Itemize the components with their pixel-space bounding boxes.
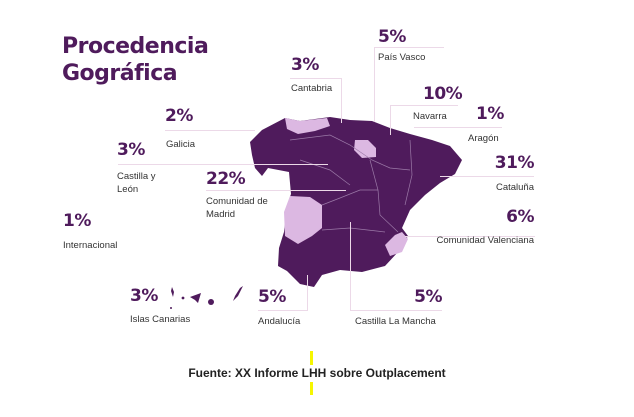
- leader-castilla-leon: [118, 164, 328, 165]
- label-valenciana: Comunidad Valenciana: [436, 235, 534, 246]
- leader-navarra-v: [390, 105, 391, 135]
- leader-pais-vasco: [374, 47, 444, 48]
- pct-canarias: 3%: [130, 286, 158, 306]
- title-line-2: Gográfica: [62, 61, 178, 86]
- label-navarra: Navarra: [413, 111, 447, 122]
- label-andalucia: Andalucía: [258, 316, 301, 327]
- label-pais-vasco: País Vasco: [378, 52, 426, 63]
- pct-pais-vasco: 5%: [378, 27, 406, 47]
- label-madrid: Comunidad de Madrid: [206, 196, 268, 220]
- pct-navarra: 10%: [423, 84, 463, 104]
- label-aragon: Aragón: [468, 133, 499, 144]
- source-caption: Fuente: XX Informe LHH sobre Outplacemen…: [188, 366, 446, 380]
- leader-navarra: [390, 105, 458, 106]
- pct-internacional: 1%: [63, 211, 91, 231]
- label-cataluna: Cataluña: [495, 182, 534, 193]
- label-canarias: Islas Canarias: [130, 314, 191, 325]
- region-borders: [289, 134, 413, 233]
- pct-castilla-leon: 3%: [117, 140, 145, 160]
- leader-cantabria-v: [341, 78, 342, 123]
- label-castilla-mancha: Castilla La Mancha: [355, 316, 436, 327]
- leader-valenciana: [405, 236, 535, 237]
- title: Procedencia Gográfica: [62, 33, 209, 87]
- region-la-rioja-highlight: [354, 140, 376, 158]
- label-galicia: Galicia: [166, 139, 196, 150]
- region-extremadura-highlight: [284, 196, 322, 244]
- pct-aragon: 1%: [476, 104, 504, 124]
- leader-cataluna: [440, 176, 534, 177]
- label-castilla-leon: Castilla y León: [117, 171, 156, 195]
- pct-cantabria: 3%: [291, 55, 319, 75]
- leader-galicia: [165, 130, 255, 131]
- leader-madrid: [206, 190, 346, 191]
- title-line-1: Procedencia: [62, 34, 209, 59]
- label-internacional: Internacional: [63, 240, 118, 251]
- mainland-spain: [250, 117, 462, 287]
- leader-andalucia-v: [307, 275, 308, 311]
- region-murcia-highlight: [385, 232, 408, 256]
- canary-islands: [170, 286, 243, 309]
- pct-galicia: 2%: [165, 106, 193, 126]
- leader-aragon: [414, 127, 502, 128]
- label-cantabria: Cantabria: [291, 83, 333, 94]
- pct-castilla-mancha: 5%: [414, 287, 442, 307]
- leader-cantabria: [290, 78, 342, 79]
- leader-pais-vasco-v: [374, 47, 375, 122]
- leader-andalucia: [258, 310, 308, 311]
- pct-cataluna: 31%: [494, 153, 535, 173]
- accent-bar-bottom: [310, 382, 313, 395]
- pct-valenciana: 6%: [506, 207, 534, 227]
- leader-castilla-mancha: [350, 310, 442, 311]
- accent-bar-top: [310, 351, 313, 365]
- region-asturias-highlight: [285, 118, 330, 134]
- leader-castilla-mancha-v: [350, 222, 351, 311]
- pct-madrid: 22%: [206, 169, 246, 189]
- pct-andalucia: 5%: [258, 287, 286, 307]
